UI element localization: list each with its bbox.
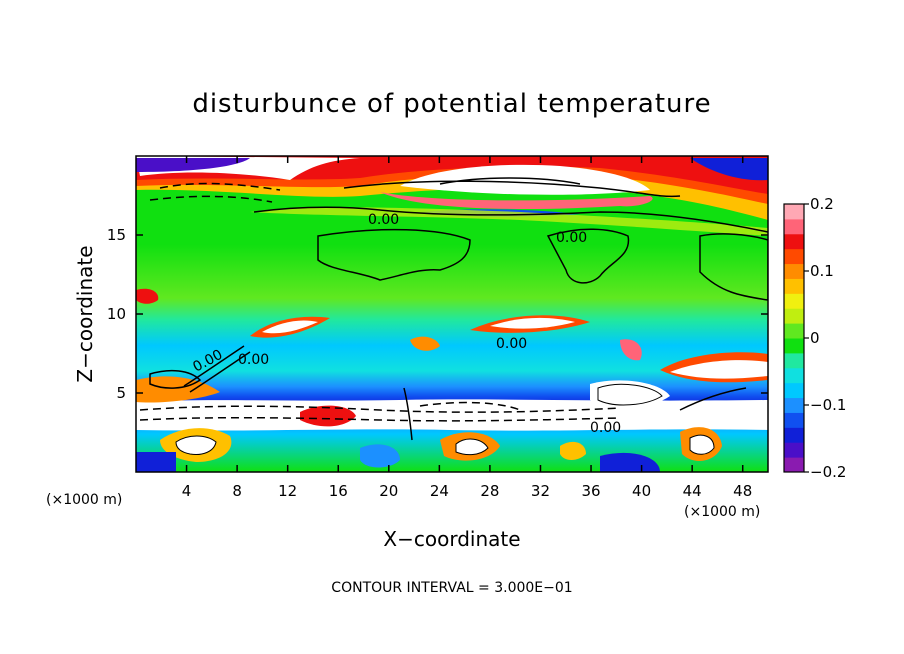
x-tick-label: 28 xyxy=(480,482,499,500)
colorbar-swatch xyxy=(784,263,804,279)
contour-zero-upper xyxy=(253,206,768,233)
x-tick-label: 48 xyxy=(733,482,752,500)
contour-left-mid-blob xyxy=(149,369,202,389)
colorbar-swatch xyxy=(784,457,804,473)
contour-zero-mid-1 xyxy=(317,228,471,281)
contour-white-blob-lower-6 xyxy=(597,383,663,406)
chart-title: disturbunce of potential temperature xyxy=(192,89,711,119)
lower-blob-1-core xyxy=(176,436,216,455)
y-tick-label: 15 xyxy=(107,226,126,244)
lower-blob-4 xyxy=(560,441,586,460)
contour-interval-label: CONTOUR INTERVAL = 3.000E−01 xyxy=(331,580,572,596)
colorbar-swatch xyxy=(784,218,804,235)
contour-label: 0.00 xyxy=(496,336,527,352)
x-tick-label: 36 xyxy=(581,482,600,500)
contour-neg-upper-2 xyxy=(149,195,273,203)
contour-neg-lower-3 xyxy=(419,401,521,411)
x-unit-label-right: (×1000 m) xyxy=(684,504,760,520)
colorbar-tick-label: 0.1 xyxy=(810,262,834,280)
x-tick-label: 4 xyxy=(182,482,192,500)
contour-neg-lower-1 xyxy=(139,405,621,413)
lower-blob-7 xyxy=(136,452,176,472)
colorbar-swatch xyxy=(784,412,804,428)
x-tick-label: 32 xyxy=(531,482,550,500)
contour-white-blob-lower-3 xyxy=(455,438,489,456)
lower-blob-3-core xyxy=(456,439,488,455)
contour-lines xyxy=(139,177,768,456)
mid-white-blob-2 xyxy=(490,317,575,329)
contour-zero-upper-top xyxy=(343,180,681,198)
contour-zero-mid-2 xyxy=(546,228,630,284)
x-axis-label: X−coordinate xyxy=(383,527,520,551)
contour-neg-upper-1 xyxy=(159,182,281,191)
colorbar-swatch xyxy=(784,204,804,220)
mid-warm-blob-4 xyxy=(410,336,440,351)
x-tick-label: 24 xyxy=(430,482,449,500)
colorbar-swatch xyxy=(784,293,804,309)
mid-warm-blob-5 xyxy=(620,339,642,361)
contour-diagonal-right xyxy=(679,387,747,411)
contour-neg-lower-2 xyxy=(139,416,621,422)
contour-pos-upper-core xyxy=(439,177,581,185)
y-tick-label: 5 xyxy=(116,384,126,402)
colorbar-swatch xyxy=(784,278,804,294)
contour-label: 0.00 xyxy=(368,212,399,228)
contour-vertical-22 xyxy=(403,387,413,441)
colorbar-swatch xyxy=(784,338,804,354)
mid-white-blob-1 xyxy=(262,320,318,334)
y-axis-label: Z−coordinate xyxy=(73,245,97,382)
x-tick-label: 20 xyxy=(379,482,398,500)
contour-white-blob-lower-5 xyxy=(689,434,715,455)
upper-purple-patch xyxy=(136,158,250,172)
colorbar-swatch xyxy=(784,367,804,384)
heatmap-field xyxy=(136,156,768,472)
colorbar-swatch xyxy=(784,352,804,369)
colorbar xyxy=(783,203,805,473)
x-tick-label: 12 xyxy=(278,482,297,500)
contour-label: 0.00 xyxy=(238,352,269,368)
colorbar-tick-label: 0.2 xyxy=(810,195,834,213)
colorbar-tick-label: 0 xyxy=(810,329,820,347)
x-tick-label: 40 xyxy=(632,482,651,500)
lower-warm-left xyxy=(136,376,220,403)
contour-label: 0.00 xyxy=(590,420,621,436)
upper-yellow-strip xyxy=(250,207,768,236)
mid-warm-blob-3 xyxy=(136,288,159,304)
x-axis: 4 8 12 16 20 24 28 32 36 40 44 48 xyxy=(182,156,752,500)
colorbar-swatch xyxy=(784,233,804,250)
y-tick-label: 10 xyxy=(107,305,126,323)
contour-zero-right xyxy=(699,233,768,301)
lower-blob-2 xyxy=(300,405,356,427)
x-tick-label: 16 xyxy=(329,482,348,500)
colorbar-swatch xyxy=(784,308,804,324)
lower-blob-9 xyxy=(600,452,660,472)
mid-white-blob-6 xyxy=(670,360,768,379)
contour-white-blob-lower-1 xyxy=(175,435,217,455)
colorbar-swatch xyxy=(784,427,804,443)
colorbar-swatch xyxy=(784,442,804,458)
colorbar-tick-label: −0.2 xyxy=(810,463,846,481)
colorbar-swatch xyxy=(784,248,804,265)
lower-blob-8 xyxy=(360,444,400,468)
colorbar-swatch xyxy=(784,397,804,413)
upper-pink-edge xyxy=(380,192,653,210)
lower-blob-5-core xyxy=(690,435,714,455)
lower-white-band xyxy=(136,399,768,431)
contour-diagonal-left-2 xyxy=(189,351,251,393)
x-unit-label-left: (×1000 m) xyxy=(46,492,122,508)
colorbar-swatch xyxy=(784,323,804,339)
colorbar-swatch xyxy=(784,382,804,399)
upper-blue-patch xyxy=(690,158,768,181)
y-axis: 5 10 15 xyxy=(107,226,768,402)
contour-diagonal-left xyxy=(183,345,245,387)
x-tick-label: 8 xyxy=(232,482,242,500)
contour-label: 0.00 xyxy=(556,230,587,246)
colorbar-tick-label: −0.1 xyxy=(810,396,846,414)
colorbar-ticks: 0.2 0.1 0 −0.1 −0.2 xyxy=(804,195,846,481)
x-tick-label: 44 xyxy=(683,482,702,500)
